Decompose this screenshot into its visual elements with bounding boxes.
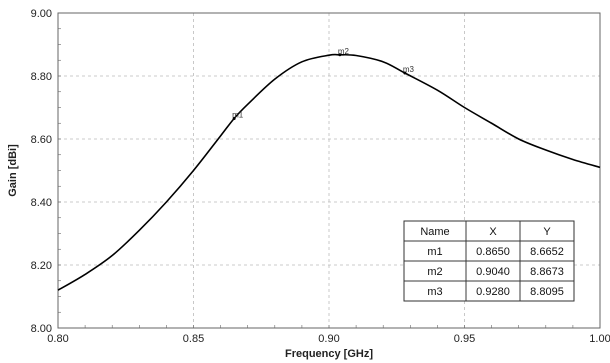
x-tick-label: 0.80 [47, 333, 68, 345]
x-axis-title: Frequency [GHz] [285, 348, 373, 360]
table-cell: 0.9280 [476, 286, 510, 298]
table-cell: 8.8095 [530, 286, 564, 298]
y-tick-label: 8.00 [31, 323, 52, 335]
table-header-cell: X [489, 226, 497, 238]
table-cell: 8.6652 [530, 246, 564, 258]
table-cell: m3 [427, 286, 442, 298]
table-cell-border [519, 280, 575, 302]
marker-point-m3 [403, 71, 407, 75]
x-tick-label: 0.95 [454, 333, 475, 345]
marker-point-m1 [232, 116, 236, 120]
y-tick-label: 8.20 [31, 260, 52, 272]
y-tick-label: 8.80 [31, 71, 52, 83]
table-cell: 8.8673 [530, 266, 564, 278]
y-tick-label: 8.60 [31, 134, 52, 146]
table-header-cell: Y [543, 226, 551, 238]
axis-ticks: 0.80 0.85 0.90 0.95 1.00 8.00 8.20 8.40 8.60 8.80… [31, 8, 610, 345]
marker-point-m2 [338, 53, 342, 57]
x-tick-label: 1.00 [589, 333, 610, 345]
table-cell: 0.9040 [476, 266, 510, 278]
x-tick-label: 0.85 [183, 333, 204, 345]
gain-curve [57, 53, 601, 291]
marker-label-m3: m3 [403, 65, 415, 74]
table-cell: m2 [427, 266, 442, 278]
y-tick-label: 8.40 [31, 197, 52, 209]
marker-label-m2: m2 [338, 47, 350, 56]
marker-table: Name X Ym1 0.8650 8.6652 m2 0.9040 8.8673 m3 0.92… [403, 220, 575, 302]
table-cell: m1 [427, 246, 442, 258]
curve-markers: m1 m2 m3 [232, 47, 415, 120]
y-tick-label: 9.00 [31, 8, 52, 20]
table-cell: 0.8650 [476, 246, 510, 258]
table-header-cell: Name [420, 226, 449, 238]
x-tick-label: 0.90 [318, 333, 339, 345]
marker-label-m1: m1 [232, 110, 244, 119]
y-axis-title: Gain [dBi] [7, 144, 19, 197]
